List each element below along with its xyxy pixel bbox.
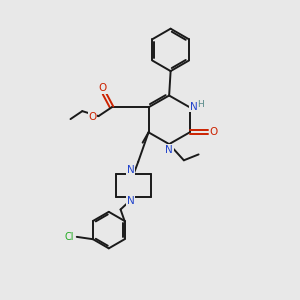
Text: N: N <box>190 102 197 112</box>
Text: N: N <box>127 196 135 206</box>
Text: N: N <box>165 145 173 155</box>
Text: N: N <box>127 165 135 175</box>
Text: O: O <box>88 112 97 122</box>
Text: H: H <box>198 100 204 109</box>
Text: Cl: Cl <box>65 232 74 242</box>
Text: O: O <box>99 83 107 93</box>
Text: O: O <box>209 127 218 137</box>
